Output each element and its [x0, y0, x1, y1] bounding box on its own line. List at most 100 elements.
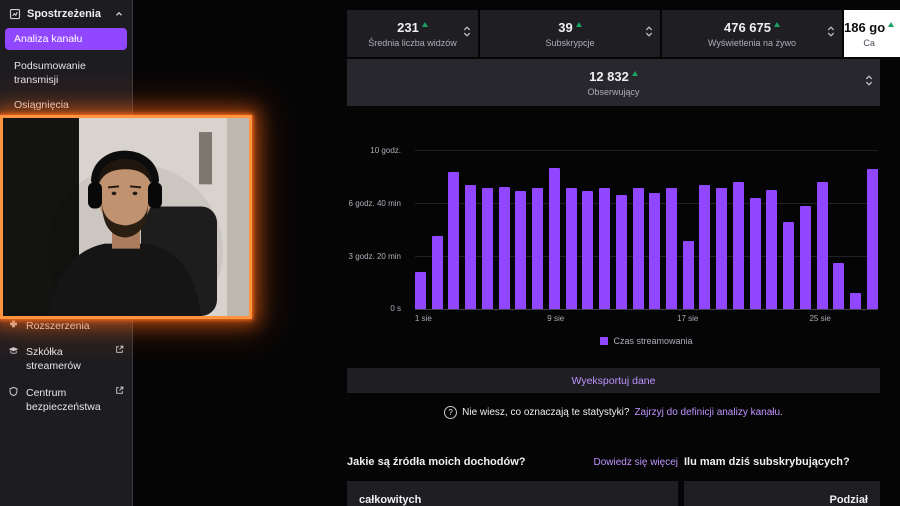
chart-bar: [515, 191, 527, 309]
chevron-up-icon[interactable]: [114, 9, 124, 19]
subs-card-text: Podział: [829, 494, 868, 506]
gridline: [415, 150, 878, 151]
stat-label: Wyświetlenia na żywo: [708, 37, 796, 48]
stat-value: 476 675: [724, 20, 780, 35]
x-tick: 1 sie: [414, 314, 432, 323]
metric-selector-icon[interactable]: [827, 24, 835, 43]
stat-value: 186 go: [844, 20, 895, 35]
chart-bar: [783, 221, 795, 309]
chart-bar: [732, 181, 744, 309]
sidebar-item-label: Analiza kanału: [14, 33, 83, 45]
chart-bars: [415, 150, 878, 309]
sidebar-section-label: Spostrzeżenia: [27, 8, 101, 20]
question-circle-icon: ?: [444, 406, 458, 419]
sidebar-item-podsumowanie-transmisji[interactable]: Podsumowanie transmisji: [0, 54, 132, 92]
external-link-icon: [115, 386, 124, 395]
up-trend-icon: [575, 21, 582, 27]
y-tick: 0 s: [390, 304, 401, 313]
puzzle-icon: [8, 319, 19, 330]
webcam-overlay: [0, 115, 252, 319]
metric-selector-icon[interactable]: [645, 24, 653, 43]
chart-legend: Czas streamowania: [415, 336, 878, 346]
up-trend-icon: [631, 70, 638, 76]
sidebar-item-label: Podsumowanie transmisji: [14, 60, 86, 87]
chart-bar: [565, 188, 577, 309]
stat-card-followers[interactable]: 12 832 Obserwujący: [347, 59, 880, 106]
sidebar-item-osiagniecia[interactable]: Osiągnięcia: [0, 93, 132, 117]
help-question: Nie wiesz, co oznaczają te statystyki?: [462, 407, 630, 418]
chart-bar: [548, 167, 560, 309]
sidebar-item-analiza-kanalu[interactable]: Analiza kanału: [5, 28, 127, 51]
learn-more-link[interactable]: Dowiedz się więcej: [593, 457, 678, 468]
bottom-section-headers: Jakie są źródła moich dochodów? Dowiedz …: [347, 456, 880, 472]
sidebar-item-label: Rozszerzenia: [26, 320, 90, 332]
shield-icon: [8, 386, 19, 397]
gridline: [415, 202, 878, 204]
chart-bar: [481, 188, 493, 309]
chart-bar: [649, 192, 661, 309]
stat-label: Subskrypcje: [545, 37, 595, 48]
income-section-title: Jakie są źródła moich dochodów?: [347, 456, 526, 468]
stat-label: Obserwujący: [587, 86, 640, 97]
y-tick: 3 godz. 20 min: [348, 252, 401, 261]
chart-bar: [716, 188, 728, 309]
analytics-definitions-link[interactable]: Zajrzyj do definicji analizy kanału.: [634, 407, 783, 418]
legend-swatch-icon: [600, 337, 609, 345]
x-tick: 9 sie: [547, 314, 565, 323]
sidebar-item-szkolka-streamerow[interactable]: Szkółka streamerów: [0, 339, 132, 379]
export-data-button[interactable]: Wyeksportuj dane: [347, 368, 880, 393]
income-card-text: całkowitych: [359, 494, 422, 506]
chart-y-axis: 10 godz. 6 godz. 40 min 3 godz. 20 min 0…: [347, 146, 407, 313]
metric-selector-icon[interactable]: [865, 73, 873, 92]
gridline: [415, 256, 878, 257]
chart-bar: [582, 191, 594, 309]
stream-time-chart: 10 godz. 6 godz. 40 min 3 godz. 20 min 0…: [347, 114, 880, 365]
sidebar-item-label: Osiągnięcia: [14, 98, 69, 111]
chart-bar: [816, 181, 828, 309]
stat-card-average-viewers[interactable]: 231 Średnia liczba widzów: [347, 10, 478, 57]
chart-bar: [615, 194, 627, 309]
sidebar-bottom-group: Rozszerzenia Szkółka streamerów Centrum …: [0, 313, 132, 420]
chart-bar: [766, 189, 778, 309]
stat-card-subscriptions[interactable]: 39 Subskrypcje: [480, 10, 660, 57]
x-tick: 25 sie: [809, 314, 831, 323]
sidebar-item-centrum-bezpieczenstwa[interactable]: Centrum bezpieczeństwa: [0, 380, 132, 420]
chart-bar: [465, 184, 477, 309]
y-tick: 10 godz.: [370, 146, 401, 155]
stat-label: Ca: [863, 37, 875, 48]
chart-bar: [749, 197, 761, 309]
help-row: ? Nie wiesz, co oznaczają te statystyki?…: [347, 406, 880, 419]
chart-bar: [532, 188, 544, 309]
subs-card: Podział: [684, 481, 880, 506]
chart-bar: [599, 188, 611, 309]
chart-x-axis: 1 sie 9 sie 17 sie 25 sie: [415, 314, 878, 326]
chart-bar: [431, 235, 443, 309]
sidebar-section-insights[interactable]: Spostrzeżenia: [0, 0, 132, 26]
sidebar-item-label: Szkółka streamerów: [26, 346, 81, 373]
chart-bar: [833, 262, 845, 309]
stat-value: 231: [397, 20, 428, 35]
chart-bar: [699, 184, 711, 309]
subs-section-title: Ilu mam dziś subskrybujących?: [684, 456, 850, 468]
external-link-icon: [115, 345, 124, 354]
income-section-header: Jakie są źródła moich dochodów? Dowiedz …: [347, 456, 678, 468]
sidebar-item-rozszerzenia[interactable]: Rozszerzenia: [0, 313, 132, 339]
insights-icon: [9, 8, 21, 20]
up-trend-icon: [421, 21, 428, 27]
up-trend-icon: [774, 21, 780, 27]
stat-card-live-views[interactable]: 476 675 Wyświetlenia na żywo: [662, 10, 842, 57]
chart-bar: [415, 272, 426, 309]
stat-value: 12 832: [589, 69, 638, 84]
income-card: całkowitych: [347, 481, 678, 506]
subs-section-header: Ilu mam dziś subskrybujących?: [684, 456, 880, 468]
chart-bar: [448, 172, 460, 309]
up-trend-icon: [888, 21, 895, 27]
y-tick: 6 godz. 40 min: [348, 199, 401, 208]
metric-selector-icon[interactable]: [463, 24, 471, 43]
chart-bar: [666, 188, 678, 309]
chart-bar: [866, 169, 878, 309]
sidebar-item-label: Centrum bezpieczeństwa: [26, 386, 101, 413]
legend-label: Czas streamowania: [613, 336, 693, 346]
stat-card-stream-time-selected[interactable]: 186 go Ca: [844, 10, 900, 57]
export-data-label: Wyeksportuj dane: [571, 374, 656, 387]
